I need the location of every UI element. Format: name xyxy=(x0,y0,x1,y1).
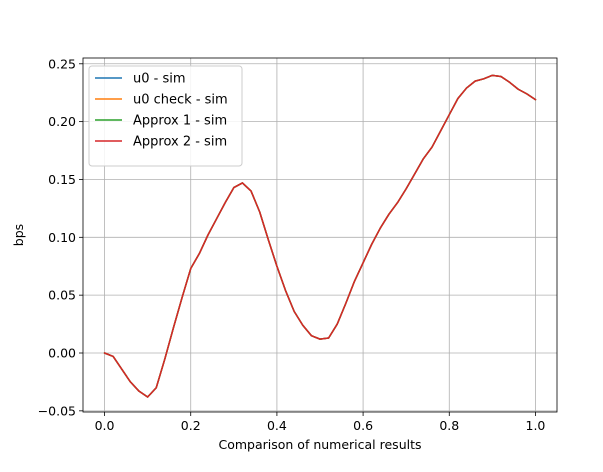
x-tick-label: 1.0 xyxy=(526,418,546,433)
legend-label: u0 - sim xyxy=(133,72,186,87)
grid-lines xyxy=(83,58,557,412)
y-tick-label: 0.05 xyxy=(48,288,76,303)
legend-box xyxy=(88,65,243,167)
x-tick-label: 0.2 xyxy=(181,418,201,433)
x-tick-label: 0.6 xyxy=(353,418,373,433)
y-tick-label: 0.25 xyxy=(48,56,76,71)
legend: u0 - sim u0 check - sim Approx 1 - sim Appr… xyxy=(88,65,243,167)
y-tick-label: 0.00 xyxy=(48,346,76,361)
y-axis-ticks: −0.05 0.00 0.05 0.10 0.15 0.20 0.25 xyxy=(38,56,83,418)
series-lines xyxy=(103,74,537,398)
y-axis-label: bps xyxy=(11,224,26,246)
plot-frame xyxy=(82,57,558,413)
x-tick-label: 0.0 xyxy=(95,418,115,433)
x-tick-label: 0.8 xyxy=(439,418,459,433)
legend-label: Approx 1 - sim xyxy=(133,114,227,129)
x-axis-label: Comparison of numerical results xyxy=(218,437,421,452)
y-tick-label: 0.20 xyxy=(48,114,76,129)
legend-label: u0 check - sim xyxy=(133,93,228,108)
y-tick-label: 0.15 xyxy=(48,172,76,187)
y-tick-label: −0.05 xyxy=(38,403,76,418)
y-tick-label: 0.10 xyxy=(48,230,76,245)
series-line-4 xyxy=(103,74,537,398)
x-tick-label: 0.4 xyxy=(267,418,287,433)
legend-label: Approx 2 - sim xyxy=(133,135,227,150)
x-axis-ticks: 0.0 0.2 0.4 0.6 0.8 1.0 xyxy=(95,412,546,433)
